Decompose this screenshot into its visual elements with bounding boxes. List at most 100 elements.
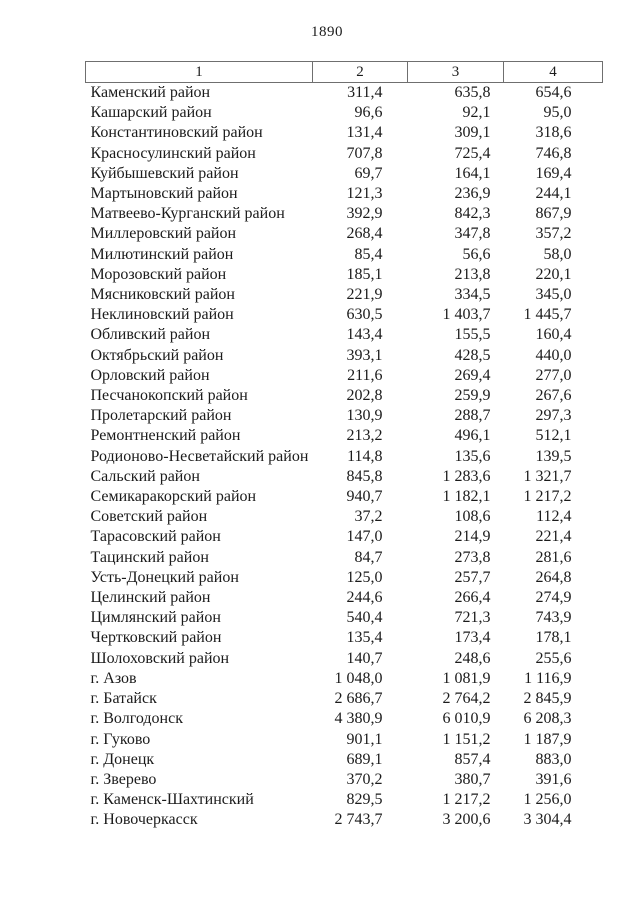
table-row: Матвеево-Курганский район 392,9 842,3 867,9 — [86, 204, 603, 224]
table-row: Константиновский район 131,4 309,1 318,6 — [86, 123, 603, 143]
district-name-cell: Цимлянский район — [90, 609, 221, 627]
table-row: г. Зверево 370,2 380,7 391,6 — [86, 770, 603, 790]
value-col4-cell: 95,0 — [543, 104, 572, 122]
table-row: г. Донецк 689,1 857,4 883,0 — [86, 750, 603, 770]
value-col3-cell: 214,9 — [454, 528, 491, 546]
district-name-cell: г. Азов — [90, 669, 137, 687]
district-name-cell: Советский район — [90, 508, 208, 526]
value-col2-cell: 689,1 — [346, 750, 383, 768]
district-name-cell: Пролетарский район — [90, 407, 232, 425]
district-name-cell: Морозовский район — [90, 265, 227, 283]
value-col4-cell: 883,0 — [535, 750, 572, 768]
value-col3-cell: 309,1 — [454, 124, 491, 142]
value-col4-cell: 220,1 — [535, 265, 572, 283]
value-col2-cell: 540,4 — [346, 609, 383, 627]
value-col2-cell: 940,7 — [346, 488, 383, 506]
table-row: Октябрьский район 393,1 428,5 440,0 — [86, 346, 603, 366]
value-col4-cell: 654,6 — [535, 84, 572, 101]
district-name-cell: Обливский район — [90, 326, 211, 344]
column-header-1: 1 — [85, 61, 313, 83]
value-col3-cell: 56,6 — [462, 245, 491, 263]
value-col2-cell: 140,7 — [346, 649, 383, 667]
value-col4-cell: 277,0 — [535, 366, 572, 384]
value-col2-cell: 135,4 — [346, 629, 383, 647]
value-col4-cell: 139,5 — [535, 447, 572, 465]
page-number: 1890 — [311, 24, 343, 40]
value-col3-cell: 1 217,2 — [442, 791, 491, 809]
table-row: г. Батайск 2 686,7 2 764,2 2 845,9 — [86, 689, 603, 709]
value-col2-cell: 125,0 — [346, 568, 383, 586]
district-name-cell: Целинский район — [90, 589, 211, 607]
table-header-row: 1 2 3 4 — [85, 61, 603, 83]
value-col3-cell: 1 151,2 — [442, 730, 491, 748]
value-col3-cell: 1 182,1 — [442, 488, 491, 506]
district-name-cell: Константиновский район — [90, 124, 263, 142]
table-row: г. Азов 1 048,0 1 081,9 1 116,9 — [86, 669, 603, 689]
value-col2-cell: 131,4 — [346, 124, 383, 142]
table-row: Песчанокопский район 202,8 259,9 267,6 — [86, 386, 603, 406]
value-col2-cell: 4 380,9 — [334, 710, 383, 728]
district-name-cell: Миллеровский район — [90, 225, 237, 243]
value-col4-cell: 1 256,0 — [523, 791, 572, 809]
table-row: Тарасовский район 147,0 214,9 221,4 — [86, 527, 603, 547]
value-col3-cell: 173,4 — [454, 629, 491, 647]
district-name-cell: г. Зверево — [90, 770, 157, 788]
value-col2-cell: 829,5 — [346, 791, 383, 809]
table-row: Миллеровский район 268,4 347,8 357,2 — [86, 224, 603, 244]
district-name-cell: Песчанокопский район — [90, 387, 248, 405]
value-col4-cell: 169,4 — [535, 164, 572, 182]
value-col2-cell: 69,7 — [354, 164, 383, 182]
table-row: Чертковский район 135,4 173,4 178,1 — [86, 628, 603, 648]
value-col3-cell: 6 010,9 — [442, 710, 491, 728]
district-name-cell: г. Донецк — [90, 750, 155, 768]
value-col3-cell: 257,7 — [454, 568, 491, 586]
table-row: Кашарский район 96,6 92,1 95,0 — [86, 103, 603, 123]
value-col2-cell: 244,6 — [346, 589, 383, 607]
value-col4-cell: 160,4 — [535, 326, 572, 344]
district-name-cell: Тацинский район — [90, 548, 209, 566]
value-col3-cell: 496,1 — [454, 427, 491, 445]
district-name-cell: Куйбышевский район — [90, 164, 239, 182]
table-row: Куйбышевский район 69,7 164,1 169,4 — [86, 164, 603, 184]
district-name-cell: Мясниковский район — [90, 286, 235, 304]
value-col2-cell: 311,4 — [347, 84, 383, 101]
value-col2-cell: 185,1 — [346, 265, 383, 283]
value-col4-cell: 267,6 — [535, 387, 572, 405]
table-row: Пролетарский район 130,9 288,7 297,3 — [86, 406, 603, 426]
table-row: Обливский район 143,4 155,5 160,4 — [86, 325, 603, 345]
value-col4-cell: 281,6 — [535, 548, 572, 566]
value-col2-cell: 630,5 — [346, 306, 383, 324]
value-col2-cell: 84,7 — [354, 548, 383, 566]
column-header-3: 3 — [407, 61, 504, 83]
value-col2-cell: 845,8 — [346, 467, 383, 485]
district-name-cell: Каменский район — [90, 84, 211, 101]
table-row: Каменский район 311,4 635,8 654,6 — [86, 83, 603, 104]
column-header-2: 2 — [312, 61, 408, 83]
value-col3-cell: 1 403,7 — [442, 306, 491, 324]
value-col3-cell: 857,4 — [454, 750, 491, 768]
value-col4-cell: 297,3 — [535, 407, 572, 425]
district-name-cell: Сальский район — [90, 467, 200, 485]
district-name-cell: Шолоховский район — [90, 649, 230, 667]
value-col4-cell: 746,8 — [535, 144, 572, 162]
value-col2-cell: 114,8 — [347, 447, 383, 465]
value-col3-cell: 266,4 — [454, 589, 491, 607]
value-col3-cell: 155,5 — [454, 326, 491, 344]
value-col3-cell: 334,5 — [454, 286, 491, 304]
value-col4-cell: 1 217,2 — [523, 488, 572, 506]
value-col3-cell: 842,3 — [454, 205, 491, 223]
value-col3-cell: 135,6 — [454, 447, 491, 465]
district-name-cell: Семикаракорский район — [90, 488, 257, 506]
value-col4-cell: 6 208,3 — [523, 710, 572, 728]
value-col2-cell: 213,2 — [346, 427, 383, 445]
table-row: Мясниковский район 221,9 334,5 345,0 — [86, 285, 603, 305]
value-col4-cell: 264,8 — [535, 568, 572, 586]
value-col3-cell: 108,6 — [454, 508, 491, 526]
value-col2-cell: 2 743,7 — [334, 811, 383, 829]
district-name-cell: Ремонтненский район — [90, 427, 241, 445]
value-col3-cell: 2 764,2 — [442, 690, 491, 708]
value-col3-cell: 3 200,6 — [442, 811, 491, 829]
district-name-cell: г. Каменск-Шахтинский — [90, 791, 254, 809]
column-header-4: 4 — [503, 61, 603, 83]
value-col3-cell: 92,1 — [462, 104, 491, 122]
